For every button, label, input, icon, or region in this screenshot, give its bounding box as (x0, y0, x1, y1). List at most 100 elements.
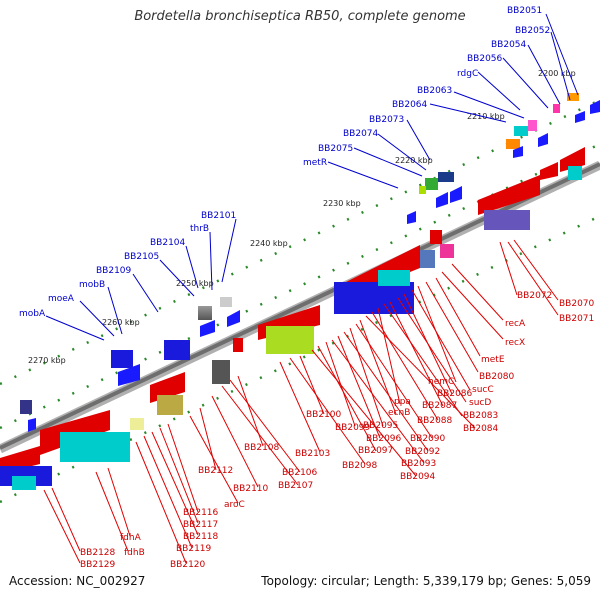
gene-label[interactable]: BB2075 (318, 144, 353, 154)
gene-block[interactable] (484, 210, 530, 230)
gene-arrow[interactable] (575, 111, 585, 123)
gene-label[interactable]: BB2101 (201, 211, 236, 221)
gene-label[interactable]: BB2097 (358, 446, 393, 456)
gene-label[interactable]: BB2056 (467, 54, 503, 64)
reverse-strand-features[interactable] (0, 147, 585, 490)
gene-label[interactable]: BB2087 (422, 401, 457, 411)
gene-arrow[interactable] (200, 320, 215, 337)
gene-label[interactable]: mobB (79, 280, 105, 290)
gene-block[interactable] (334, 282, 414, 314)
gene-block[interactable] (378, 270, 410, 286)
gene-label[interactable]: moeA (48, 294, 75, 304)
gene-block[interactable] (130, 418, 144, 430)
gene-label[interactable]: BB2070 (559, 299, 595, 309)
gene-label[interactable]: recX (505, 338, 525, 348)
gene-label[interactable]: ppa (394, 397, 411, 407)
gene-arrow[interactable] (540, 162, 558, 180)
gene-arrow[interactable] (227, 310, 240, 327)
gene-block[interactable] (266, 326, 314, 354)
gene-label[interactable]: BB2084 (463, 424, 499, 434)
gene-label[interactable]: BB2108 (244, 443, 280, 453)
gene-label[interactable]: BB2129 (80, 560, 116, 570)
gene-label[interactable]: sucD (469, 398, 491, 408)
gene-label[interactable]: BB2110 (233, 484, 269, 494)
gene-label[interactable]: BB2052 (515, 26, 550, 36)
gene-label[interactable]: BB2086 (437, 389, 473, 399)
gene-label[interactable]: BB2094 (400, 472, 436, 482)
gene-block[interactable] (157, 395, 183, 415)
gene-label[interactable]: BB2095 (363, 421, 398, 431)
gene-arrow[interactable] (450, 186, 462, 203)
gene-label[interactable]: BB2073 (369, 115, 404, 125)
gene-label[interactable]: BB2083 (463, 411, 498, 421)
gene-label[interactable]: BB2106 (282, 468, 318, 478)
gene-label[interactable]: BB2074 (343, 129, 379, 139)
gene-label[interactable]: BB2098 (342, 461, 378, 471)
gene-label[interactable]: hemC (428, 377, 454, 387)
gene-block[interactable] (20, 400, 32, 414)
gene-label[interactable]: BB2120 (170, 560, 206, 570)
gene-label[interactable]: BB2116 (183, 508, 219, 518)
gene-label[interactable]: BB2080 (479, 372, 515, 382)
gene-block[interactable] (220, 297, 232, 307)
gene-block[interactable] (568, 166, 582, 180)
gene-label[interactable]: rdgC (457, 69, 478, 79)
gene-block[interactable] (430, 230, 442, 244)
gene-block[interactable] (506, 139, 520, 149)
gene-label[interactable]: BB2104 (150, 238, 186, 248)
gene-block[interactable] (438, 172, 454, 182)
gene-block[interactable] (567, 93, 579, 101)
gene-label[interactable]: BB2109 (96, 266, 132, 276)
gene-block[interactable] (440, 244, 454, 258)
gene-arrow[interactable] (28, 418, 36, 432)
gene-label[interactable]: recA (505, 319, 526, 329)
gene-arrow[interactable] (513, 146, 523, 158)
gene-label[interactable]: aroC (224, 500, 245, 510)
gene-block[interactable] (164, 340, 190, 360)
gene-label[interactable]: BB2093 (401, 459, 436, 469)
gene-label[interactable]: BB2105 (124, 252, 159, 262)
gene-label[interactable]: BB2063 (417, 86, 452, 96)
gene-arrow[interactable] (538, 133, 548, 147)
gene-arrow[interactable] (436, 192, 448, 208)
gene-label[interactable]: BB2117 (183, 520, 218, 530)
gene-label[interactable]: BB2088 (417, 416, 453, 426)
gene-block[interactable] (553, 104, 560, 113)
gene-label[interactable]: thrB (190, 224, 209, 234)
gene-label[interactable]: BB2096 (366, 434, 402, 444)
gene-block[interactable] (198, 306, 212, 320)
gene-label[interactable]: BB2103 (295, 449, 330, 459)
gene-label[interactable]: BB2112 (198, 466, 233, 476)
gene-block[interactable] (212, 360, 230, 384)
gene-arrow[interactable] (560, 147, 585, 172)
gene-label[interactable]: BB2099 (335, 423, 371, 433)
gene-label[interactable]: fdhA (120, 533, 142, 543)
gene-block[interactable] (425, 178, 438, 190)
gene-block[interactable] (233, 338, 243, 352)
gene-label[interactable]: mobA (19, 309, 46, 319)
gene-label[interactable]: BB2100 (306, 410, 342, 420)
gene-label[interactable]: BB2051 (507, 6, 542, 16)
gene-label[interactable]: BB2092 (405, 447, 440, 457)
gene-block[interactable] (514, 126, 528, 136)
gene-block[interactable] (12, 476, 36, 490)
gene-label[interactable]: sucC (472, 385, 494, 395)
gene-block[interactable] (111, 350, 133, 368)
gene-block[interactable] (528, 120, 537, 131)
gene-block[interactable] (60, 432, 130, 462)
gene-arrow[interactable] (478, 175, 540, 215)
gene-block[interactable] (419, 186, 426, 194)
gene-label[interactable]: BB2064 (392, 100, 428, 110)
gene-label[interactable]: metE (481, 355, 505, 365)
gene-label[interactable]: BB2118 (183, 532, 219, 542)
gene-label[interactable]: ecnB (388, 408, 410, 418)
gene-label[interactable]: BB2119 (176, 544, 212, 554)
forward-strand-features[interactable] (20, 93, 600, 432)
gene-label[interactable]: fdhB (124, 548, 145, 558)
gene-label[interactable]: BB2054 (491, 40, 527, 50)
gene-arrow[interactable] (407, 211, 416, 224)
gene-label[interactable]: BB2072 (517, 291, 552, 301)
gene-label[interactable]: metR (303, 158, 327, 168)
gene-arrow[interactable] (118, 364, 140, 386)
